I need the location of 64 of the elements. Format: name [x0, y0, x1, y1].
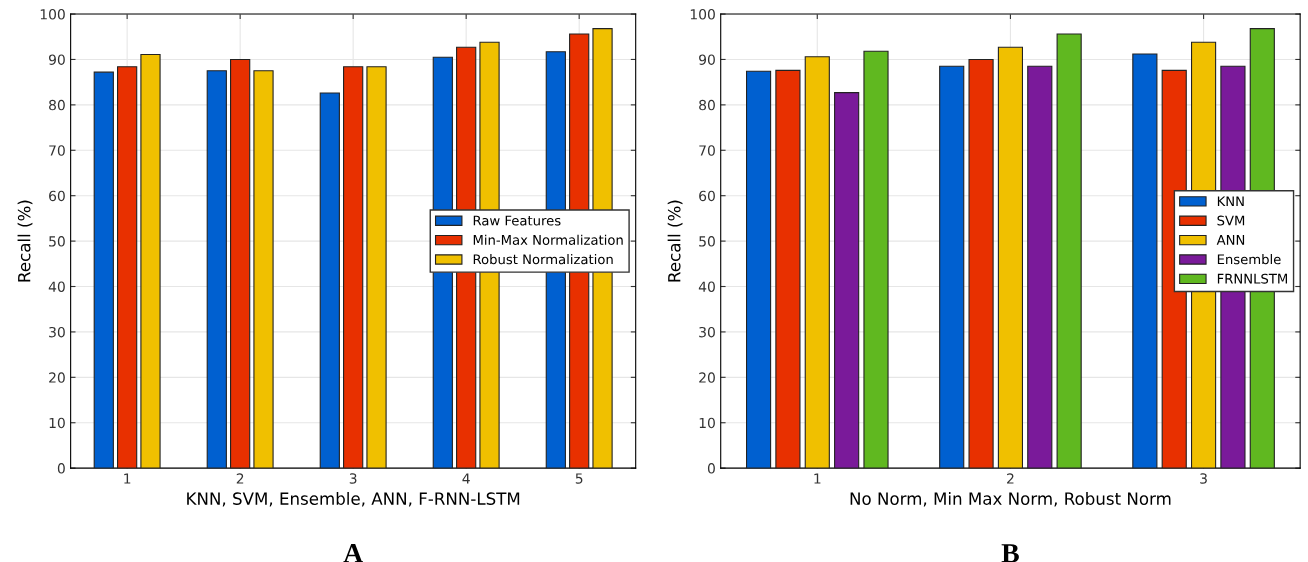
x-axis-title: No Norm, Min Max Norm, Robust Norm: [850, 492, 1171, 507]
bar: [745, 70, 772, 469]
y-tick-label: 20: [699, 372, 715, 383]
bar: [206, 70, 227, 469]
text: B: [1001, 544, 1019, 562]
bar: [834, 92, 860, 469]
x-tick-label: 2: [236, 473, 244, 484]
y-tick-label: 50: [699, 236, 715, 247]
y-tick-label: 80: [699, 99, 715, 111]
y-tick-label: 30: [49, 326, 65, 338]
y-tick-label: 100: [40, 9, 65, 20]
x-tick-label: 2: [1007, 473, 1014, 484]
x-tick-label: 1: [124, 473, 131, 484]
bar: [140, 53, 161, 469]
bar: [804, 56, 830, 469]
legend-label: ANN: [1216, 235, 1245, 245]
y-tick-label: 20: [49, 372, 65, 383]
y-tick-label: 70: [49, 145, 65, 156]
legend-label: Robust Normalization: [473, 254, 613, 265]
y-tick-label: 40: [48, 281, 65, 292]
y-tick-label: 90: [48, 54, 65, 65]
y-tick-label: 100: [690, 9, 715, 20]
y-tick-label: 80: [49, 99, 65, 111]
bar: [1056, 33, 1082, 469]
bar: [775, 69, 801, 469]
y-tick-label: 40: [698, 281, 715, 292]
legend-label: Raw Features: [473, 215, 561, 226]
x-tick-label: 1: [814, 473, 821, 484]
y-axis-title: Recall (%): [17, 200, 33, 282]
y-tick-label: 50: [49, 236, 65, 247]
y-tick-label: 60: [49, 190, 65, 202]
bar: [863, 50, 889, 469]
legend-label: KNN: [1217, 196, 1244, 206]
y-tick-label: 0: [57, 463, 65, 474]
bar: [319, 92, 340, 469]
y-tick-label: 30: [699, 326, 715, 338]
bar: [93, 71, 114, 469]
bar: [230, 58, 251, 469]
legend-label: FRNNLSTM: [1217, 273, 1287, 284]
bar: [343, 66, 364, 469]
y-tick-label: 10: [699, 417, 715, 429]
bar: [1027, 65, 1053, 469]
y-tick-label: 90: [699, 54, 715, 65]
bar: [253, 70, 274, 469]
bar: [117, 66, 138, 469]
y-axis-title: Recall (%): [667, 200, 683, 282]
text: A: [343, 544, 363, 562]
legend-label: Ensemble: [1217, 254, 1281, 265]
y-tick-label: 10: [49, 417, 65, 429]
x-axis-title: KNN, SVM, Ensemble, ANN, F-RNN-LSTM: [187, 492, 520, 507]
x-tick-label: 3: [1200, 473, 1207, 484]
y-tick-label: 60: [699, 190, 715, 202]
bar: [1132, 53, 1158, 469]
legend-label: Min-Max Normalization: [473, 234, 623, 245]
bar: [968, 58, 994, 469]
x-tick-label: 3: [349, 473, 357, 484]
x-tick-label: 4: [462, 473, 470, 484]
bar: [939, 65, 965, 469]
bar: [366, 66, 387, 469]
y-tick-label: 0: [707, 463, 715, 474]
y-tick-label: 70: [699, 145, 715, 156]
x-tick-label: 5: [575, 473, 583, 484]
bar: [997, 46, 1024, 469]
legend-label: SVM: [1217, 215, 1245, 226]
